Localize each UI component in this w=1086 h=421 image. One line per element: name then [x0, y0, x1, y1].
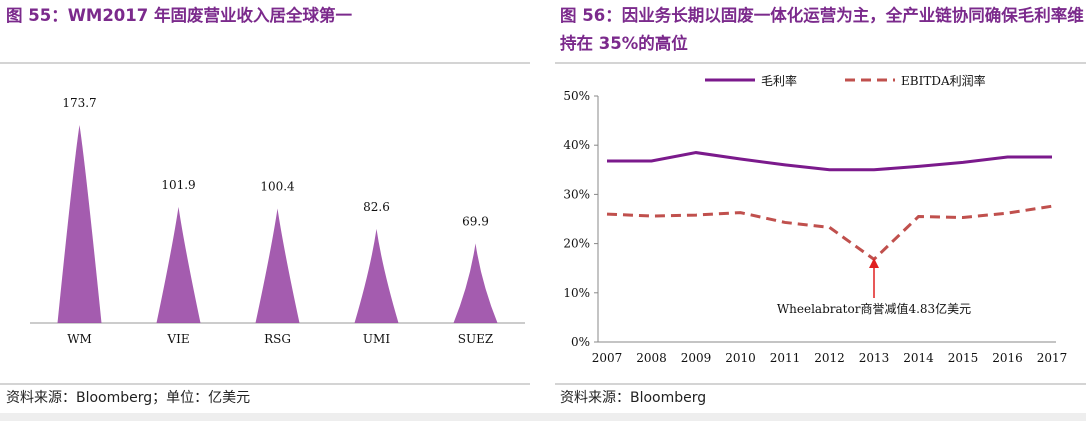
- value-label: 173.7: [62, 96, 96, 110]
- peak: [156, 206, 201, 323]
- x-tick-label: 2013: [859, 351, 890, 365]
- source-note: 资料来源：Bloomberg；单位：亿美元: [6, 390, 251, 406]
- y-tick-label: 0%: [571, 335, 590, 349]
- series-line: [607, 151, 1052, 172]
- x-tick-label: 2016: [992, 351, 1023, 365]
- source-note: 资料来源：Bloomberg: [560, 390, 707, 406]
- legend-label: EBITDA利润率: [901, 73, 986, 88]
- annotation-arrowhead: [869, 258, 879, 268]
- peak: [57, 125, 102, 323]
- legend-label: 毛利率: [761, 73, 797, 88]
- annotation: Wheelabrator商誉减值4.83亿美元: [777, 301, 971, 316]
- x-tick-label: 2009: [681, 351, 712, 365]
- y-tick-label: 40%: [563, 138, 590, 152]
- peak: [354, 228, 399, 323]
- y-tick-label: 50%: [563, 89, 590, 103]
- peak: [255, 208, 300, 323]
- x-tick-label: RSG: [264, 332, 291, 346]
- y-tick-label: 20%: [563, 237, 590, 251]
- x-tick-label: 2017: [1037, 351, 1068, 365]
- x-tick-label: 2011: [770, 351, 801, 365]
- x-tick-label: UMI: [363, 332, 390, 346]
- peak: [453, 243, 498, 323]
- x-tick-label: WM: [67, 332, 92, 346]
- chart-title: 图 55：WM2017 年固废营业收入居全球第一: [6, 6, 352, 25]
- x-tick-label: 2010: [725, 351, 756, 365]
- y-tick-label: 30%: [563, 187, 590, 201]
- value-label: 82.6: [363, 200, 390, 214]
- value-label: 69.9: [462, 214, 489, 228]
- y-tick-label: 10%: [563, 286, 590, 300]
- x-tick-label: VIE: [166, 332, 189, 346]
- x-tick-label: 2012: [814, 351, 845, 365]
- x-tick-label: 2008: [636, 351, 667, 365]
- footer-band: [0, 413, 1086, 421]
- series-line: [606, 204, 1053, 262]
- value-label: 100.4: [260, 180, 295, 194]
- x-tick-label: 2015: [948, 351, 979, 365]
- x-tick-label: 2007: [592, 351, 623, 365]
- x-tick-label: SUEZ: [458, 332, 493, 346]
- x-tick-label: 2014: [903, 351, 934, 365]
- value-label: 101.9: [161, 178, 195, 192]
- chart-title: 图 56：因业务长期以固废一体化运营为主，全产业链协同确保毛利率维持在 35%的…: [560, 6, 1084, 53]
